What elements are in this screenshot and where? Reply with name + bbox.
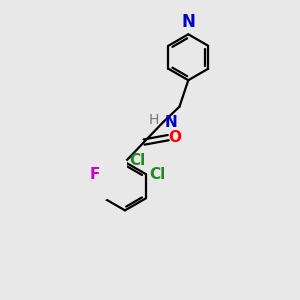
Text: O: O	[168, 130, 181, 145]
Text: H: H	[148, 113, 159, 127]
Text: Cl: Cl	[129, 153, 146, 168]
Text: N: N	[165, 115, 178, 130]
Text: F: F	[89, 167, 100, 182]
Text: Cl: Cl	[149, 167, 166, 182]
Text: N: N	[181, 13, 195, 31]
Polygon shape	[83, 150, 125, 198]
